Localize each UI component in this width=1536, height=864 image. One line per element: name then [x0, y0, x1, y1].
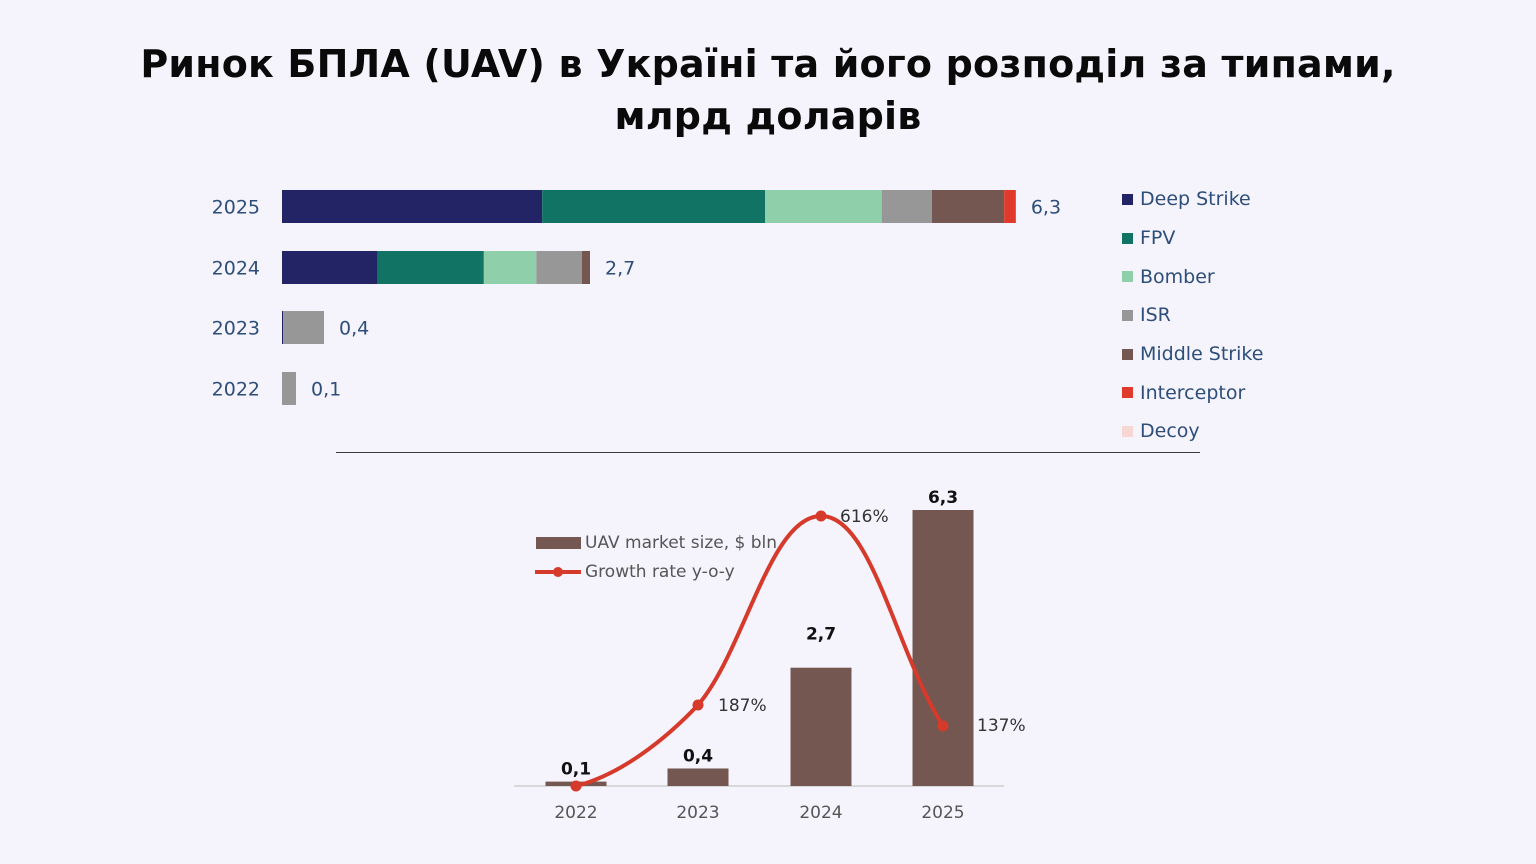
legend-label: Growth rate y-o-y: [585, 562, 735, 582]
bar-value-label: 6,3: [928, 488, 958, 508]
year-tick-label: 2024: [212, 258, 260, 280]
legend-swatch: [1122, 232, 1133, 244]
legend-label: Deep Strike: [1140, 188, 1251, 211]
growth-rate-point: [692, 699, 704, 711]
bar-segment-deep-strike: [282, 311, 284, 344]
year-tick-label: 2022: [212, 379, 260, 401]
bar-segment-isr: [282, 372, 296, 405]
year-tick-label: 2023: [212, 318, 260, 340]
x-tick-label: 2024: [799, 803, 842, 823]
bar-segment-isr: [536, 251, 582, 284]
bar-segment-middle-strike: [581, 251, 590, 284]
growth-rate-line: [575, 513, 945, 788]
legend-swatch: [1122, 387, 1133, 399]
x-tick-label: 2022: [554, 803, 597, 823]
bar-segment-bomber: [765, 190, 882, 223]
legend-item: ISR: [1122, 296, 1362, 335]
legend-label: Middle Strike: [1140, 343, 1264, 366]
market-size-bar: [790, 667, 852, 786]
bar-total-label: 6,3: [1031, 197, 1061, 219]
bar-segment-isr: [283, 311, 324, 344]
legend-label: UAV market size, $ bln: [585, 533, 777, 553]
legend-label: FPV: [1140, 227, 1176, 250]
bar-segment-fpv: [542, 190, 765, 223]
bar-segment-bomber: [483, 251, 537, 284]
bar-segment-middle-strike: [931, 190, 1005, 223]
title-line-1: Ринок БПЛА (UAV) в Україні та його розпо…: [140, 42, 1396, 86]
bar-segment-deep-strike: [282, 251, 378, 284]
bar-segment-isr: [881, 190, 932, 223]
legend-item: FPV: [1122, 219, 1362, 258]
year-tick-label: 2025: [212, 197, 260, 219]
market-size-bar: [667, 768, 729, 786]
legend-swatch: [1122, 309, 1133, 321]
bar-total-label: 0,1: [311, 379, 341, 401]
legend-item: Middle Strike: [1122, 335, 1362, 374]
growth-rate-label: 187%: [718, 696, 767, 716]
x-tick-label: 2025: [921, 803, 964, 823]
legend-swatch: [1122, 348, 1133, 360]
market-size-bar: [545, 781, 607, 786]
title-line-2: млрд доларів: [614, 94, 922, 138]
legend-item: Deep Strike: [1122, 180, 1362, 219]
legend-item: Decoy: [1122, 412, 1362, 451]
legend-swatch-point: [553, 567, 563, 577]
legend-label: ISR: [1140, 304, 1171, 327]
legend-item: Bomber: [1122, 257, 1362, 296]
market-size-bar: [912, 510, 974, 786]
growth-rate-label: 137%: [977, 716, 1026, 736]
legend-swatch-bar: [536, 537, 581, 549]
growth-rate-point: [570, 780, 582, 792]
legend-label: Interceptor: [1140, 381, 1246, 404]
legend-label: Bomber: [1140, 265, 1215, 288]
bar-total-label: 2,7: [605, 258, 635, 280]
legend-swatch: [1122, 193, 1133, 205]
bar-value-label: 0,1: [561, 760, 591, 780]
x-tick-label: 2023: [676, 803, 719, 823]
legend-swatch: [1122, 425, 1133, 437]
growth-rate-point: [815, 510, 827, 522]
bar-segment-deep-strike: [282, 190, 543, 223]
growth-rate-label: 616%: [840, 507, 889, 527]
bar-total-label: 0,4: [339, 318, 369, 340]
legend-item: Interceptor: [1122, 373, 1362, 412]
bar-value-label: 0,4: [683, 746, 713, 766]
growth-rate-point: [937, 720, 949, 732]
chart-legend: Deep Strike FPV Bomber ISR Middle Strike Inte…: [1122, 180, 1362, 451]
bar-segment-interceptor: [1004, 190, 1016, 223]
divider: [336, 452, 1200, 453]
legend-swatch: [1122, 271, 1133, 283]
bar-value-label: 2,7: [806, 625, 836, 645]
legend-label: Decoy: [1140, 420, 1200, 443]
stacked-bar-chart: 2025 6,3 2024 2,7 2023 0,4 2022 0,1: [212, 190, 1061, 405]
bar-segment-fpv: [377, 251, 484, 284]
page-title: Ринок БПЛА (UAV) в Україні та його розпо…: [0, 38, 1536, 142]
